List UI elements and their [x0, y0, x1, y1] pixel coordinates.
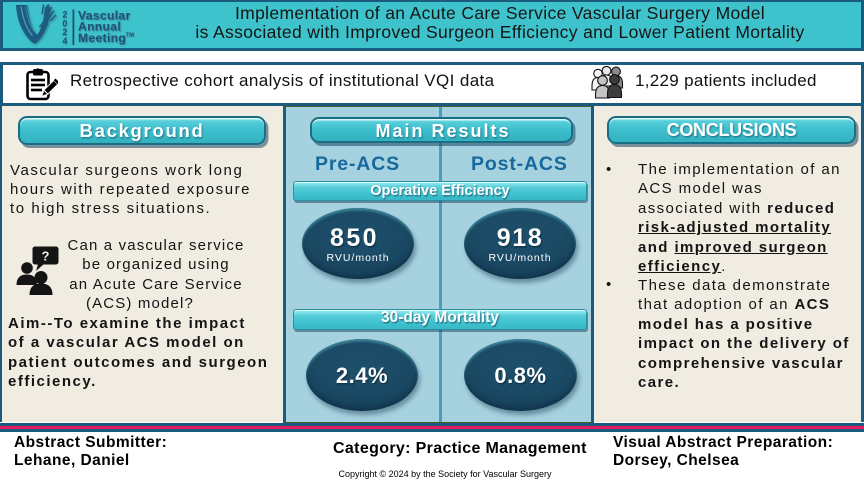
svg-text:2: 2: [63, 10, 68, 20]
svg-text:Annual: Annual: [78, 20, 121, 34]
svg-text:?: ?: [42, 249, 50, 264]
svg-text:2: 2: [63, 27, 68, 37]
svg-text:0: 0: [63, 18, 68, 28]
svg-text:4: 4: [63, 36, 68, 46]
svg-text:Vascular: Vascular: [78, 8, 131, 22]
svg-text:Meeting: Meeting: [78, 31, 126, 45]
svg-text:TM: TM: [126, 33, 135, 39]
